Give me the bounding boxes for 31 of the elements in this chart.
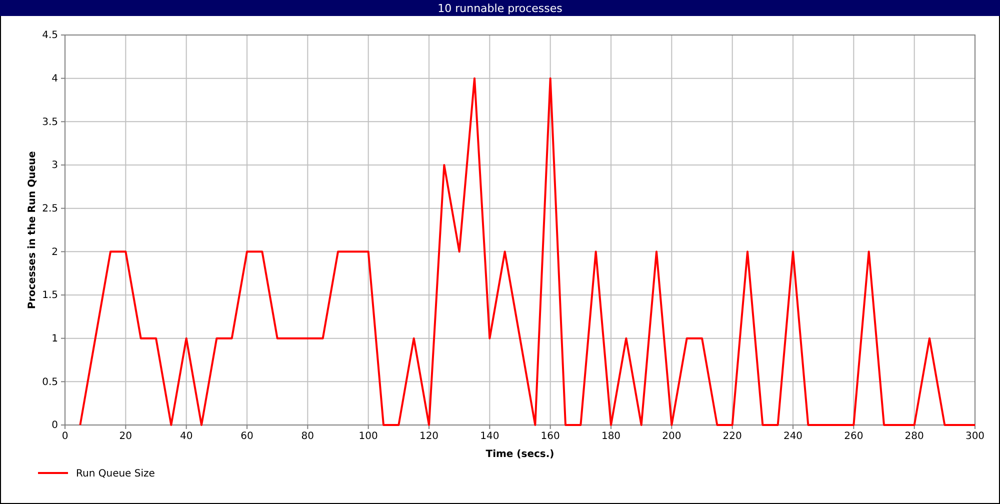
x-tick-label: 0 (62, 431, 68, 442)
y-tick-label: 3.5 (42, 116, 58, 128)
y-tick-label: 0.5 (42, 376, 58, 388)
chart-title: 10 runnable processes (438, 2, 563, 15)
y-tick-label: 4 (52, 74, 58, 85)
x-tick-label: 140 (480, 431, 500, 442)
x-tick-label: 180 (601, 431, 621, 442)
x-tick-label: 160 (540, 431, 560, 442)
y-tick-label: 0 (52, 420, 58, 432)
y-tick-label: 1 (52, 334, 58, 345)
line-series (79, 77, 976, 426)
y-tick-label: 1.5 (42, 290, 58, 302)
y-axis-title: Processes in the Run Queue (27, 150, 38, 309)
x-tick-label: 80 (301, 431, 314, 442)
x-tick-label: 120 (419, 431, 439, 442)
y-tick-label: 2 (52, 246, 58, 258)
x-tick-label: 20 (119, 431, 132, 442)
x-tick-label: 220 (722, 431, 742, 442)
x-tick-label: 280 (904, 431, 924, 442)
x-tick-label: 260 (844, 431, 864, 442)
x-tick-label: 100 (358, 431, 378, 442)
x-tick-label: 60 (240, 431, 254, 442)
legend-label: Run Queue Size (76, 468, 155, 480)
y-tick-label: 3 (52, 160, 58, 172)
x-tick-label: 200 (662, 431, 682, 442)
x-axis-title: Time (secs.) (486, 449, 554, 460)
x-tick-label: 240 (783, 431, 803, 442)
x-tick-label: 40 (180, 431, 193, 442)
y-tick-label: 2.5 (42, 204, 58, 215)
y-tick-label: 4.5 (42, 30, 58, 42)
x-tick-label: 300 (965, 431, 985, 442)
